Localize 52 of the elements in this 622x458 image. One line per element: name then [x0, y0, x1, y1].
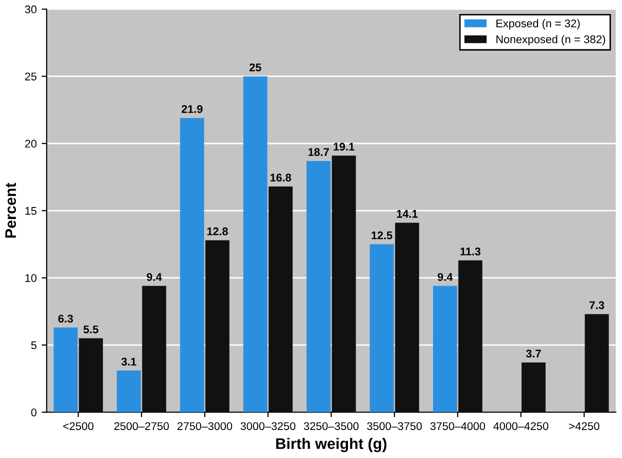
data-label: 6.3 — [58, 314, 73, 323]
x-tick-label: 3500–3750 — [367, 422, 422, 430]
y-tick-label: 20 — [25, 140, 36, 148]
bar — [180, 118, 204, 412]
data-label: 9.4 — [438, 273, 453, 281]
x-axis-title: Birth weight (g) — [276, 438, 386, 452]
bar — [395, 222, 420, 412]
bar — [142, 286, 166, 412]
y-tick-label: 30 — [24, 5, 36, 14]
bar — [268, 186, 293, 412]
x-tick-label: 3250–3500 — [304, 422, 359, 430]
y-tick-label: 10 — [25, 274, 36, 282]
legend-label: Nonexposed (n = 382) — [496, 35, 606, 46]
bar — [243, 76, 268, 412]
data-label: 18.7 — [308, 148, 329, 156]
data-label: 3.7 — [526, 350, 541, 358]
bar — [433, 286, 458, 412]
data-label: 12.8 — [207, 227, 228, 236]
bar — [54, 328, 78, 412]
x-tick-label: 2500–2750 — [114, 422, 169, 430]
data-label: 5.5 — [84, 326, 98, 334]
bar — [332, 156, 356, 412]
x-tick-label: 3750–4000 — [430, 422, 486, 430]
bar — [458, 260, 482, 412]
y-tick-label: 5 — [31, 341, 36, 350]
x-tick-label: 4000–4250 — [493, 422, 548, 430]
x-tick-label: <2500 — [63, 422, 94, 430]
y-axis-title: Percent — [5, 182, 16, 238]
x-tick-label: 3000–3250 — [240, 422, 296, 430]
legend-label: Exposed (n = 32) — [496, 19, 580, 30]
y-tick-label: 0 — [31, 408, 36, 416]
data-label: 12.5 — [372, 231, 392, 240]
data-label: 3.1 — [121, 358, 136, 366]
bar — [116, 370, 141, 412]
data-label: 7.3 — [590, 301, 604, 310]
data-label: 14.1 — [396, 210, 418, 218]
bar — [205, 240, 230, 412]
data-label: 21.9 — [182, 105, 202, 114]
data-label: 11.3 — [460, 248, 480, 256]
data-label: 19.1 — [334, 142, 354, 151]
y-tick-label: 25 — [25, 72, 36, 80]
data-label: 9.4 — [146, 273, 162, 281]
bar — [306, 160, 331, 412]
bar — [584, 314, 609, 412]
data-label: 16.8 — [270, 174, 292, 182]
bar — [522, 362, 546, 412]
x-tick-label: >4250 — [569, 422, 600, 430]
data-label: 25 — [250, 63, 262, 72]
y-tick-label: 15 — [25, 207, 36, 215]
bar — [370, 244, 394, 412]
bar — [78, 338, 103, 412]
x-tick-label: 2750–3000 — [177, 422, 232, 430]
